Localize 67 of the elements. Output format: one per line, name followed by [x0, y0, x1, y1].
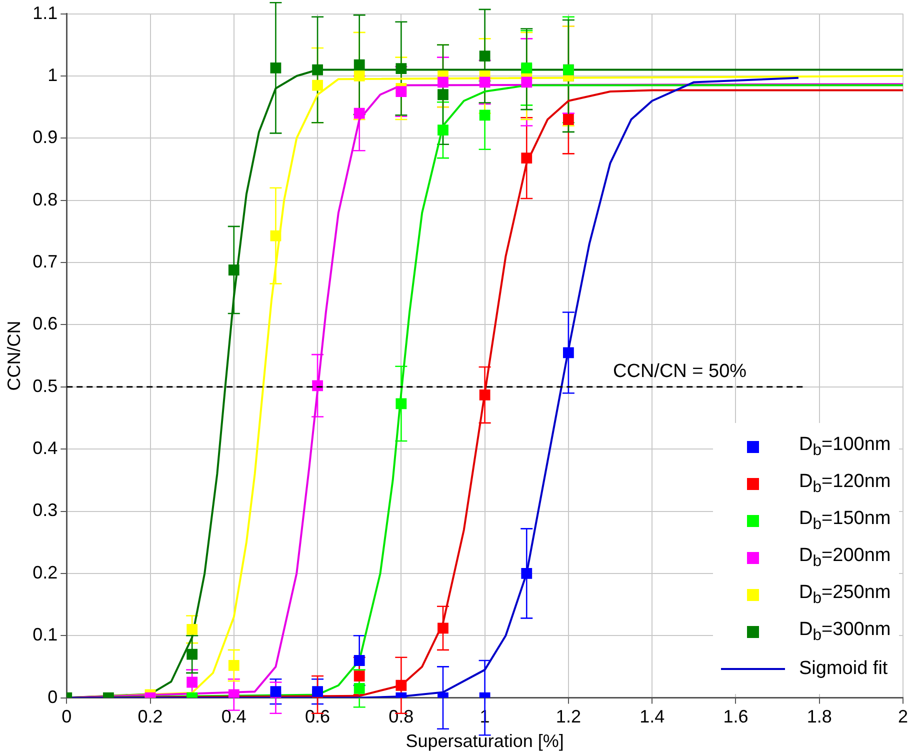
- y-tick-label: 0.3: [32, 500, 58, 520]
- point: [396, 680, 407, 691]
- y-tick-label: 0.5: [32, 376, 58, 396]
- point: [354, 670, 365, 682]
- x-tick-label: 1.8: [806, 706, 832, 727]
- point: [354, 108, 365, 119]
- point: [228, 689, 240, 698]
- point: [479, 76, 490, 88]
- point: [312, 80, 323, 91]
- point: [354, 683, 365, 694]
- x-tick-label: 1.6: [723, 706, 748, 727]
- x-tick-label: 0.2: [138, 706, 163, 727]
- point: [479, 110, 490, 121]
- point: [186, 624, 198, 635]
- y-tick-label: 0.2: [32, 562, 58, 582]
- legend-label: Sigmoid fit: [799, 658, 888, 680]
- y-tick-label: 0.7: [32, 251, 58, 272]
- y-tick-label: 0.4: [32, 438, 58, 458]
- point: [270, 686, 282, 698]
- point: [270, 62, 282, 74]
- legend-label: D$_{b}$=150nm: [799, 508, 891, 534]
- point: [228, 660, 240, 671]
- point: [438, 76, 448, 88]
- point: [312, 64, 323, 76]
- y-axis-title: CCN/CN: [4, 320, 24, 391]
- y-tick-label: 1: [48, 64, 58, 85]
- x-tick-label: 0.4: [221, 706, 246, 727]
- point: [186, 648, 198, 660]
- point: [270, 230, 282, 242]
- y-tick-label: 0.8: [32, 189, 58, 210]
- point: [521, 568, 532, 579]
- x-tick-label: 0: [62, 706, 72, 727]
- point: [521, 76, 532, 88]
- point: [396, 63, 407, 74]
- x-tick-label: 1.2: [556, 706, 581, 727]
- point: [354, 70, 365, 82]
- x-tick-label: 2: [898, 706, 908, 727]
- ref-line-label: CCN/CN = 50%: [613, 360, 747, 382]
- y-tick-label: 0.9: [32, 127, 58, 148]
- point: [479, 390, 490, 400]
- point: [563, 347, 574, 358]
- point: [186, 676, 198, 688]
- legend-label: D$_{b}$=300nm: [799, 619, 891, 646]
- y-tick-label: 0: [48, 686, 58, 707]
- legend-label: D$_{b}$=250nm: [799, 582, 891, 608]
- legend-label: D$_{b}$=200nm: [799, 545, 891, 572]
- point: [312, 380, 323, 392]
- point: [228, 264, 240, 276]
- point: [521, 152, 532, 164]
- point: [438, 89, 448, 100]
- point: [354, 59, 365, 70]
- legend-label: D$_{b}$=100nm: [799, 434, 891, 460]
- x-tick-label: 0.6: [305, 706, 330, 727]
- point: [438, 622, 448, 634]
- point: [396, 86, 407, 97]
- point: [479, 50, 490, 62]
- x-tick-label: 1.4: [640, 706, 665, 727]
- point: [563, 114, 574, 125]
- y-tick-label: 0.1: [32, 624, 58, 645]
- point: [354, 655, 365, 666]
- y-tick-label: 1.1: [32, 2, 58, 23]
- y-tick-label: 0.6: [32, 314, 58, 334]
- x-tick-label: 0.8: [388, 706, 414, 727]
- point: [396, 398, 407, 410]
- legend-label: D$_{b}$=120nm: [799, 471, 891, 498]
- x-axis-title: Supersaturation [%]: [406, 731, 564, 752]
- point: [438, 124, 448, 136]
